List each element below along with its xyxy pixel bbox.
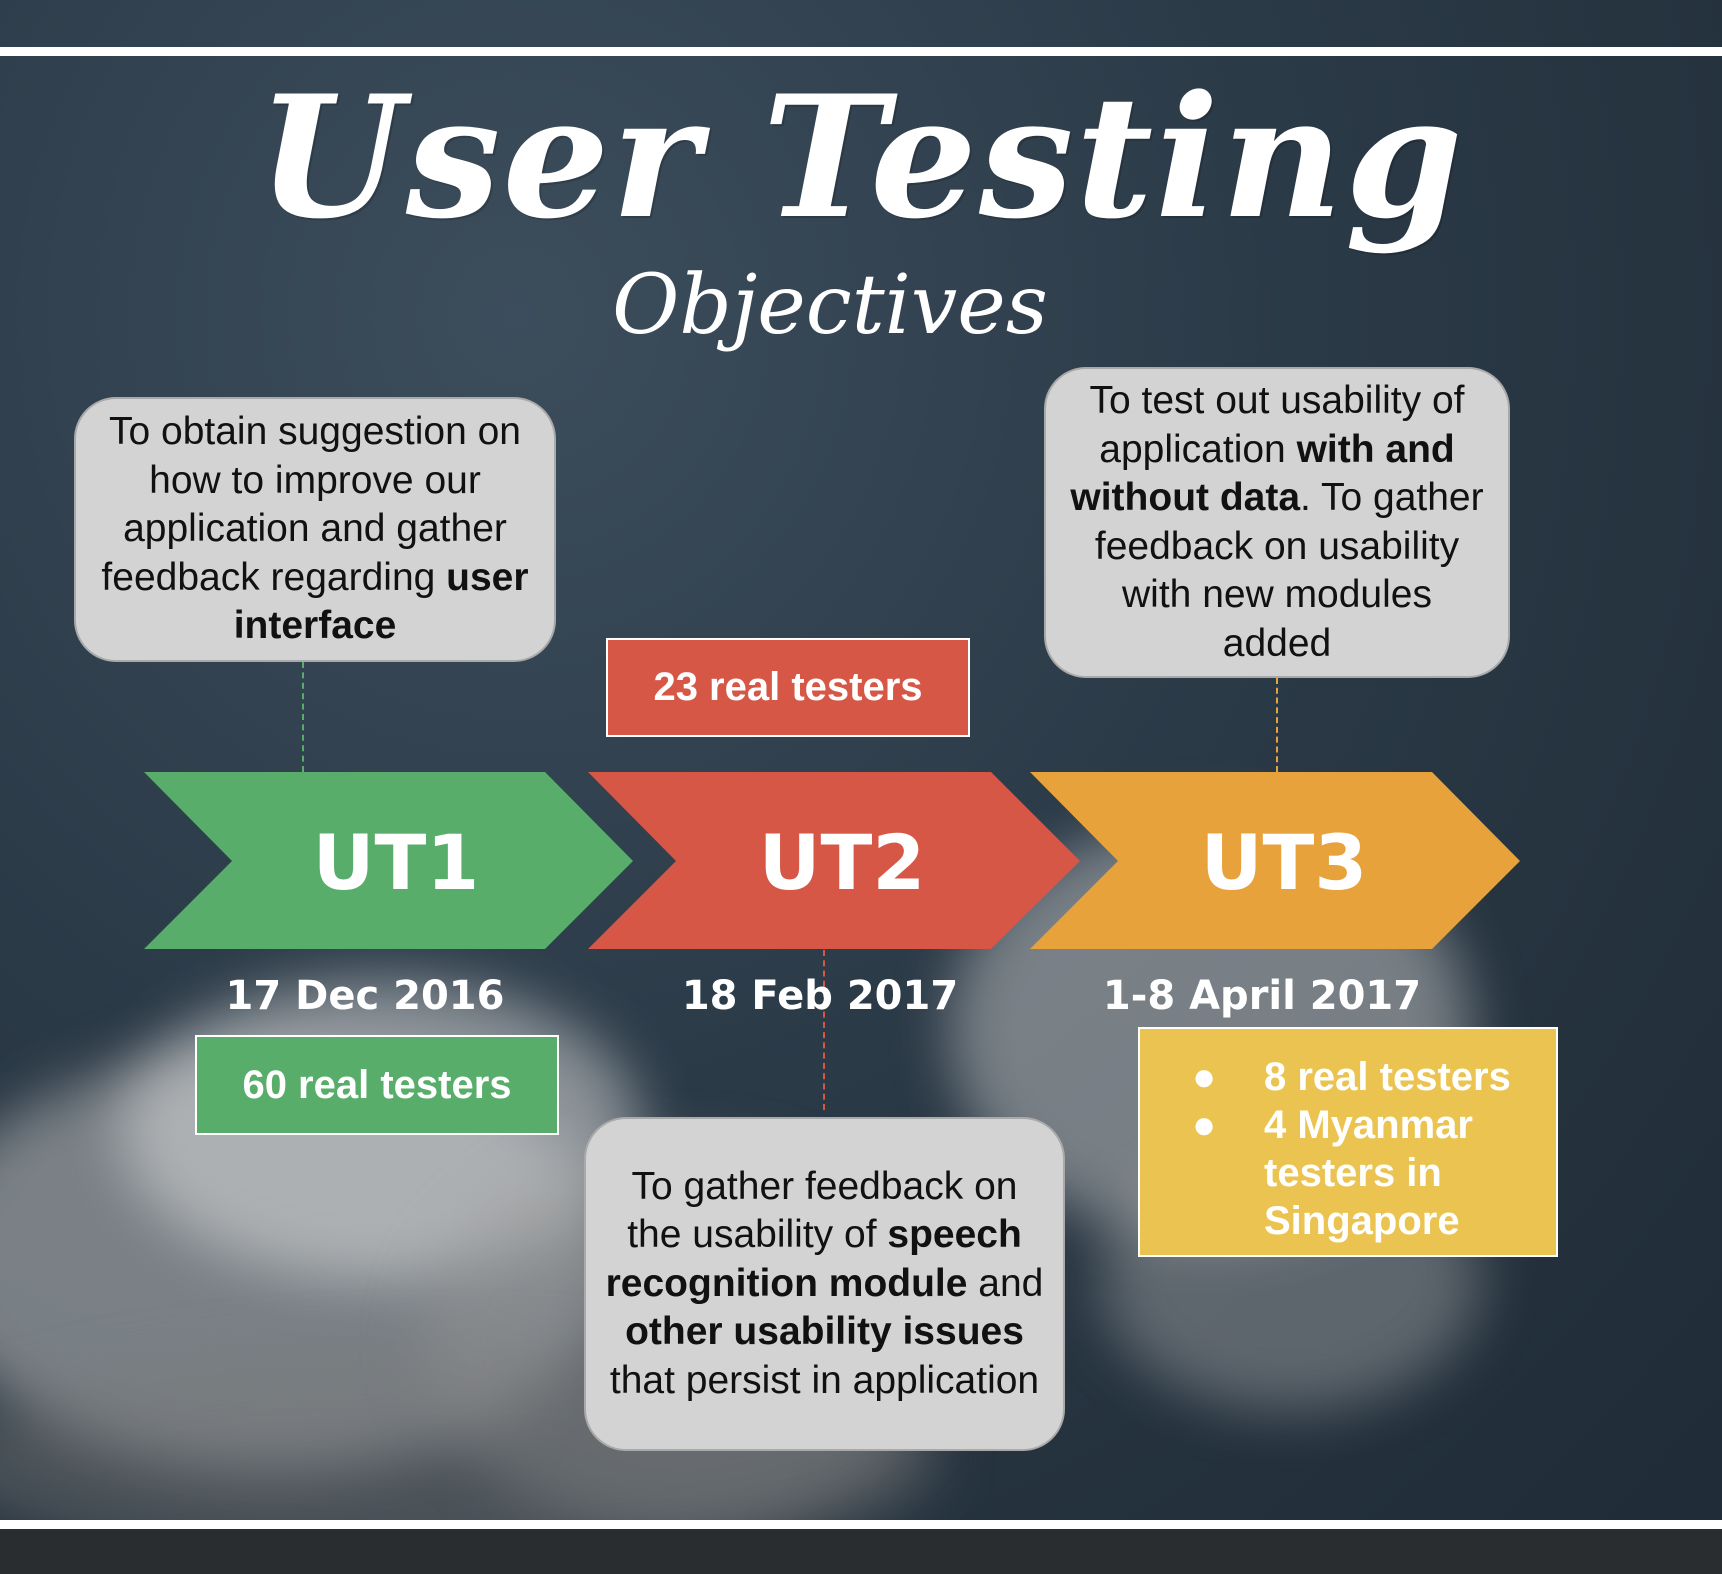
objective-bold-run: speech recognition module <box>605 1213 1022 1305</box>
page-title: User Testing <box>257 58 1465 256</box>
ut3-testers-item: ● 4 Myanmar testers in Singapore <box>1140 1101 1556 1245</box>
objective-run: . To gather feedback on usability with n… <box>1094 476 1484 665</box>
ut1-date: 17 Dec 2016 <box>225 973 505 1019</box>
bullet-icon: ● <box>1192 1103 1217 1147</box>
ut2-chevron <box>588 772 1080 949</box>
ut1-objective-text: To obtain suggestion on how to improve o… <box>96 408 534 651</box>
ut2-connector <box>823 950 825 1110</box>
objective-run: and <box>967 1261 1044 1305</box>
ut2-objective-text: To gather feedback on the usability of s… <box>604 1163 1045 1406</box>
objective-bold-run: other usability issues <box>625 1310 1024 1354</box>
bottom-strip <box>0 1529 1722 1574</box>
ut3-objective-bubble: To test out usability of application wit… <box>1044 367 1510 678</box>
objective-bold-run: user interface <box>233 555 529 648</box>
bullet-icon: ● <box>1192 1055 1217 1099</box>
ut3-testers-item: ● 8 real testers <box>1140 1053 1556 1101</box>
ut1-label: UT1 <box>312 818 480 907</box>
ut1-connector <box>302 662 304 772</box>
objective-bold-run: with and without data <box>1070 427 1455 520</box>
page-subtitle: Objectives <box>612 258 1048 353</box>
objective-run: that persist in application <box>609 1358 1040 1402</box>
bottom-border-line <box>0 1520 1722 1529</box>
ut1-objective-bubble: To obtain suggestion on how to improve o… <box>74 397 556 662</box>
ut3-label: UT3 <box>1200 818 1368 907</box>
objective-run: To gather feedback on the usability of <box>627 1164 1018 1257</box>
ut3-objective-text: To test out usability of application wit… <box>1068 377 1486 668</box>
ut2-date: 18 Feb 2017 <box>681 973 959 1019</box>
ut1-chevron <box>144 772 633 949</box>
objective-run: To test out usability of application <box>1089 379 1465 471</box>
ut2-objective-bubble: To gather feedback on the usability of s… <box>584 1117 1065 1451</box>
top-border-line <box>0 47 1722 56</box>
ut2-label: UT2 <box>758 818 926 907</box>
ut3-date: 1-8 April 2017 <box>1102 973 1422 1019</box>
ut3-testers-item-text: 8 real testers <box>1264 1055 1511 1099</box>
objective-run: To obtain suggestion on how to improve o… <box>101 410 521 599</box>
ut3-connector <box>1276 678 1278 772</box>
ut3-testers-box: ● 8 real testers ● 4 Myanmar testers in … <box>1138 1027 1558 1257</box>
ut3-chevron <box>1030 772 1520 949</box>
ut2-testers-tag: 23 real testers <box>606 638 970 737</box>
ut1-testers-tag: 60 real testers <box>195 1035 559 1135</box>
ut3-testers-item-text: 4 Myanmar testers in Singapore <box>1264 1103 1473 1243</box>
